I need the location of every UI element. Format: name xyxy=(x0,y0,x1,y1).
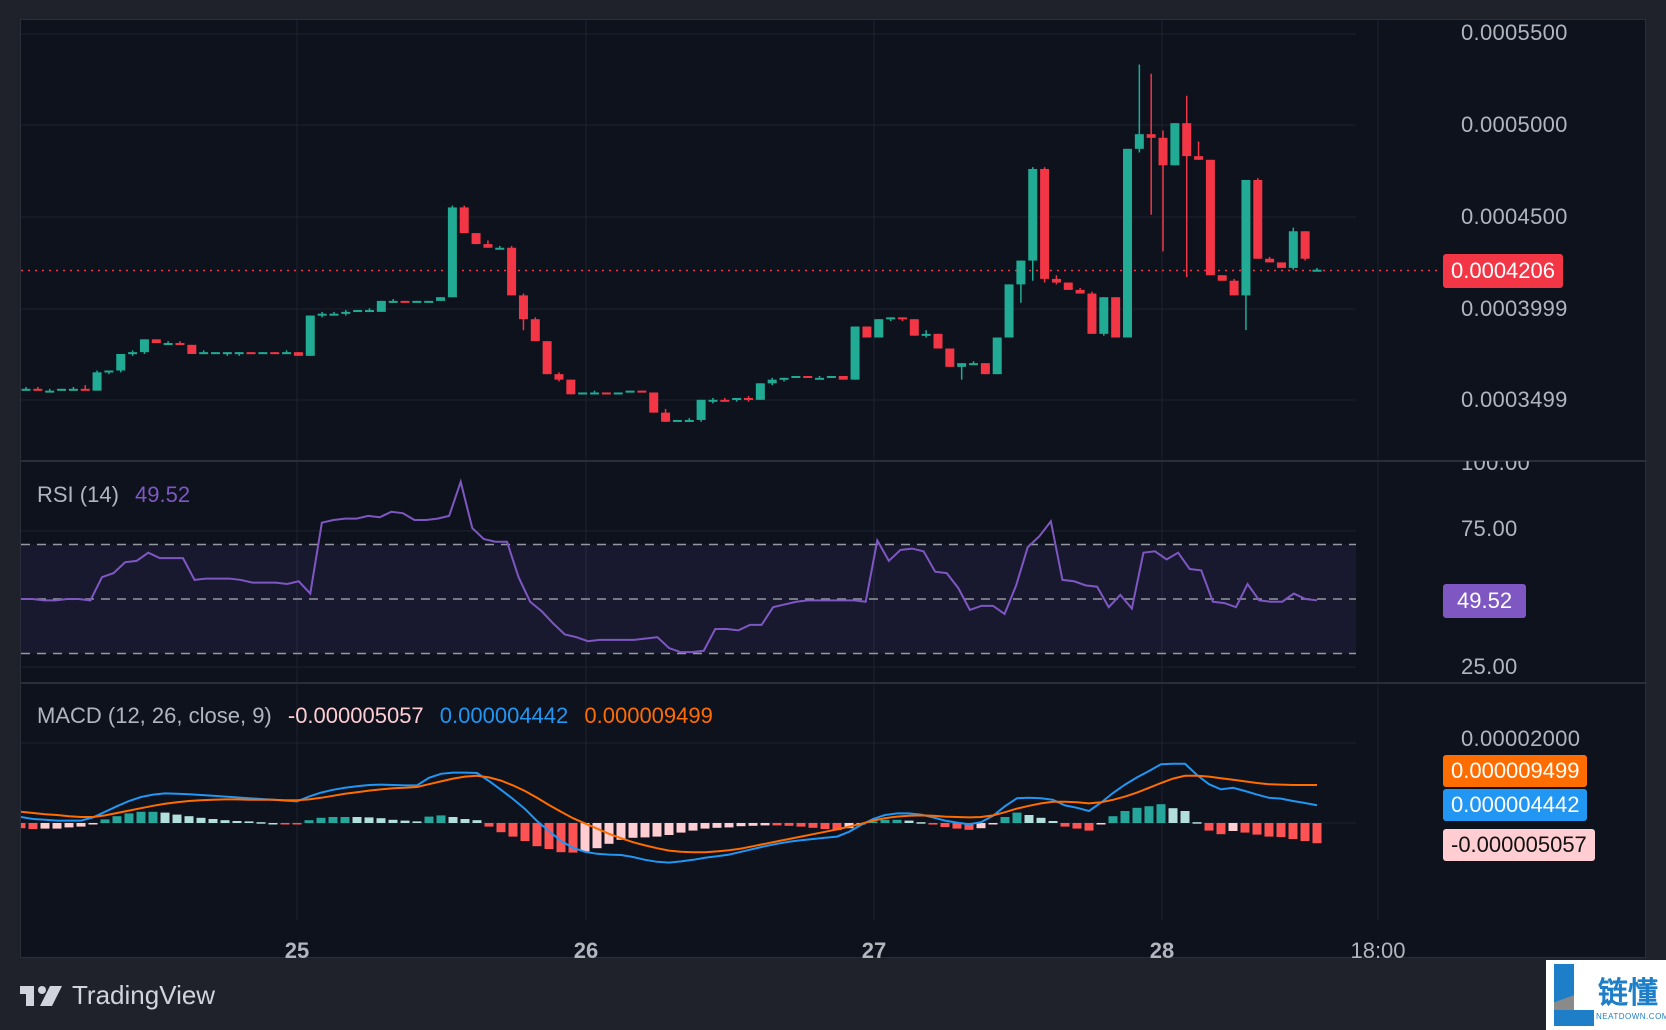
tradingview-logo-icon xyxy=(20,985,62,1006)
rsi-legend: RSI (14) 49.52 xyxy=(37,482,200,508)
x-axis-label: 25 xyxy=(284,938,310,963)
current-price-tag: 0.0004206 xyxy=(1443,254,1563,288)
macd-signal-tag: 0.000009499 xyxy=(1443,755,1588,787)
price-axis-label: 0.0005500 xyxy=(1461,20,1568,45)
x-axis-label: 26 xyxy=(573,938,599,963)
macd-hist-value: -0.000005057 xyxy=(287,703,424,728)
macd-line-value: 0.000004442 xyxy=(439,703,569,728)
price-axis-label: 0.0003999 xyxy=(1461,296,1568,321)
rsi-title: RSI (14) xyxy=(37,482,119,507)
price-axis-label: 0.0003499 xyxy=(1461,387,1568,412)
price-axis-label: 0.0005000 xyxy=(1461,112,1568,137)
x-axis-label: 18:00 xyxy=(1350,938,1406,963)
watermark-cn: 链懂 xyxy=(1598,977,1658,1010)
macd-title: MACD (12, 26, close, 9) xyxy=(37,703,272,728)
neatdown-watermark: 链懂 NEATDOWN.COM xyxy=(1546,960,1666,1030)
macd-axis-label: 0.00002000 xyxy=(1461,726,1581,751)
rsi-axis-label: 25.00 xyxy=(1461,654,1518,679)
rsi-axis-label: 75.00 xyxy=(1461,516,1518,541)
rsi-value: 49.52 xyxy=(135,482,191,507)
tradingview-brand[interactable]: TradingView xyxy=(20,980,215,1011)
rsi-axis-label: 100.00 xyxy=(1461,450,1531,475)
x-axis-label: 27 xyxy=(861,938,887,963)
x-axis-label: 28 xyxy=(1149,938,1175,963)
chart-frame[interactable]: 0.0005500 0.0005000 0.0004500 0.0003999 … xyxy=(20,19,1647,963)
macd-hist-tag: -0.000005057 xyxy=(1443,829,1595,861)
macd-signal-value: 0.000009499 xyxy=(584,703,713,728)
rsi-current-tag: 49.52 xyxy=(1443,584,1527,618)
macd-legend: MACD (12, 26, close, 9) -0.000005057 0.0… xyxy=(37,703,723,729)
macd-line-tag: 0.000004442 xyxy=(1443,789,1588,821)
chart-plot[interactable] xyxy=(21,20,1647,959)
watermark-logo-foot xyxy=(1554,1010,1594,1026)
price-axis-label: 0.0004500 xyxy=(1461,204,1568,229)
watermark-en: NEATDOWN.COM xyxy=(1596,1012,1666,1021)
brand-name: TradingView xyxy=(72,980,216,1010)
